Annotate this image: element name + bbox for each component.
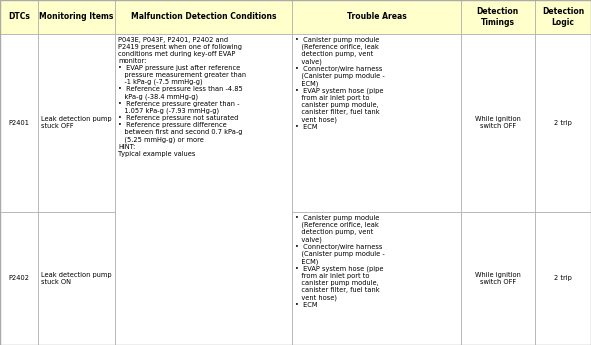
- Bar: [535, 212, 591, 345]
- Text: 2 trip: 2 trip: [554, 120, 572, 126]
- Bar: [0, 0, 38, 34]
- Text: Leak detection pump
stuck OFF: Leak detection pump stuck OFF: [41, 116, 112, 129]
- Bar: [293, 212, 461, 345]
- Text: P2402: P2402: [8, 275, 30, 282]
- Text: P2401: P2401: [9, 120, 30, 126]
- Text: Trouble Areas: Trouble Areas: [347, 12, 407, 21]
- Bar: [115, 0, 293, 34]
- Bar: [38, 0, 115, 34]
- Text: Monitoring Items: Monitoring Items: [40, 12, 114, 21]
- Bar: [461, 212, 535, 345]
- Text: Leak detection pump
stuck ON: Leak detection pump stuck ON: [41, 272, 112, 285]
- Bar: [115, 212, 293, 345]
- Bar: [293, 34, 461, 212]
- Bar: [535, 0, 591, 34]
- Bar: [38, 212, 115, 345]
- Text: 2 trip: 2 trip: [554, 275, 572, 282]
- Bar: [461, 34, 535, 212]
- Text: Malfunction Detection Conditions: Malfunction Detection Conditions: [131, 12, 277, 21]
- Text: While ignition
switch OFF: While ignition switch OFF: [475, 116, 521, 129]
- Text: •  Canister pump module
   (Reference orifice, leak
   detection pump, vent
   v: • Canister pump module (Reference orific…: [296, 37, 385, 130]
- Text: •  Canister pump module
   (Reference orifice, leak
   detection pump, vent
   v: • Canister pump module (Reference orific…: [296, 215, 385, 308]
- Bar: [461, 0, 535, 34]
- Bar: [293, 0, 461, 34]
- Text: Detection
Logic: Detection Logic: [542, 7, 584, 27]
- Bar: [38, 34, 115, 212]
- Bar: [535, 34, 591, 212]
- Bar: [115, 34, 293, 345]
- Text: Detection
Timings: Detection Timings: [477, 7, 519, 27]
- Bar: [115, 34, 293, 212]
- Bar: [0, 34, 38, 212]
- Text: P043E, P043F, P2401, P2402 and
P2419 present when one of following
conditions me: P043E, P043F, P2401, P2402 and P2419 pre…: [118, 37, 246, 157]
- Text: DTCs: DTCs: [8, 12, 30, 21]
- Text: While ignition
switch OFF: While ignition switch OFF: [475, 272, 521, 285]
- Bar: [0, 212, 38, 345]
